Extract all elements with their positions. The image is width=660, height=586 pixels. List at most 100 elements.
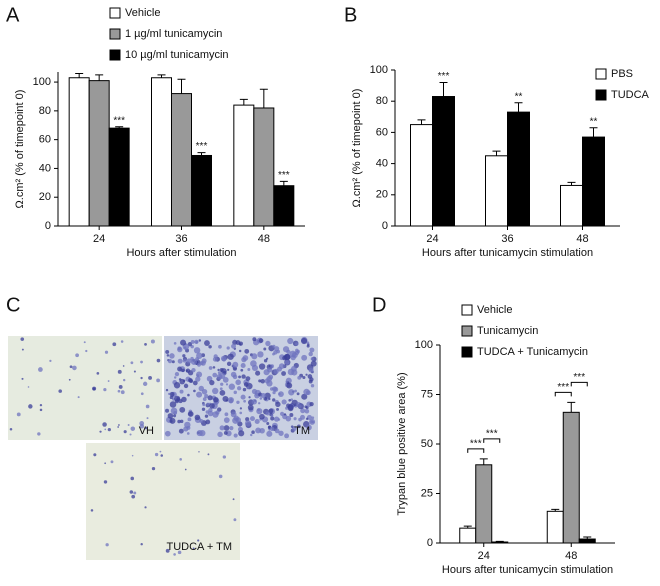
stain-dot	[297, 404, 302, 408]
legend-swatch	[109, 28, 121, 40]
stain-dot	[266, 367, 273, 373]
stain-dot	[260, 392, 266, 399]
stain-dot	[103, 387, 107, 392]
stain-dot	[140, 360, 143, 364]
stain-dot	[174, 371, 180, 377]
stain-dot	[277, 418, 281, 421]
stain-dot	[265, 357, 269, 360]
legend-label: PBS	[611, 68, 633, 80]
stain-dot	[196, 352, 203, 359]
stain-dot	[169, 417, 176, 424]
stain-dot	[305, 373, 308, 376]
stain-dot	[302, 375, 306, 380]
stain-dot	[118, 385, 123, 389]
stain-dot	[222, 377, 229, 383]
stain-dot	[165, 349, 170, 354]
bar	[410, 124, 433, 227]
stain-dot	[281, 371, 286, 376]
stain-dot	[223, 417, 230, 424]
y-tick-label: 25	[421, 487, 433, 499]
stain-dot	[148, 375, 152, 380]
stain-dot	[186, 358, 192, 364]
stain-dot	[240, 368, 244, 372]
stain-dot	[165, 408, 170, 413]
stain-dot	[304, 408, 310, 414]
stain-dot	[270, 414, 274, 417]
stain-dot	[266, 430, 273, 437]
stain-dot	[169, 401, 177, 408]
stain-dot	[140, 543, 143, 546]
stain-dot	[205, 410, 210, 414]
stain-dot	[107, 427, 111, 432]
stain-dot	[231, 343, 236, 349]
legend-label: Vehicle	[125, 7, 160, 19]
stain-dot	[198, 339, 202, 342]
stain-dot	[184, 421, 191, 429]
stain-dot	[224, 412, 229, 417]
y-tick-label: 40	[39, 162, 51, 174]
y-tick-label: 60	[39, 134, 51, 146]
bar	[582, 136, 605, 227]
stain-dot	[309, 347, 315, 353]
bar	[578, 538, 596, 544]
stain-dot	[235, 417, 241, 423]
significance: **	[515, 91, 523, 102]
stain-dot	[246, 386, 250, 390]
stain-dot	[169, 353, 175, 359]
stain-dot	[219, 372, 226, 379]
stain-dot	[300, 408, 306, 414]
y-tick-label: 75	[421, 388, 433, 400]
stain-dot	[206, 402, 210, 406]
stain-dot	[301, 337, 308, 345]
stain-dot	[276, 407, 280, 411]
error-bar	[157, 74, 166, 78]
stain-dot	[265, 340, 271, 347]
stain-dot	[264, 378, 271, 384]
stain-dot	[275, 401, 281, 408]
stain-dot	[295, 342, 299, 346]
bar	[68, 77, 90, 227]
panel-label: D	[372, 294, 386, 316]
stain-dot	[272, 386, 278, 392]
y-tick-label: 20	[39, 191, 51, 203]
stain-dot	[85, 349, 88, 353]
stain-dot	[49, 359, 52, 362]
stain-dot	[72, 365, 77, 371]
error-bar	[567, 401, 576, 413]
error-bar	[239, 98, 248, 106]
stain-dot	[123, 430, 127, 434]
stain-dot	[232, 361, 239, 368]
stain-dot	[58, 389, 63, 393]
stain-dot	[21, 348, 24, 351]
stain-dot	[192, 547, 195, 550]
stain-dot	[177, 346, 182, 351]
stain-dot	[273, 416, 280, 422]
bar	[562, 411, 580, 544]
stain-dot	[308, 367, 314, 373]
stain-dot	[104, 462, 107, 465]
stain-dot	[187, 417, 192, 422]
stain-dot	[217, 368, 220, 372]
micrographs	[8, 336, 318, 560]
stain-dot	[254, 418, 260, 425]
bar	[108, 127, 130, 227]
stain-dot	[209, 403, 215, 409]
stain-dot	[167, 413, 174, 419]
significance: ***	[438, 71, 450, 82]
micrograph	[8, 336, 162, 440]
stain-dot	[197, 362, 201, 367]
legend-label: 1 µg/ml tunicamycin	[125, 28, 222, 40]
stain-dot	[212, 372, 218, 378]
panel-label: B	[344, 4, 357, 26]
micrograph-label: TM	[294, 425, 310, 437]
legend-label: Vehicle	[477, 304, 512, 316]
x-tick-label: 36	[175, 233, 187, 245]
stain-dot	[223, 431, 228, 435]
stain-dot	[179, 406, 186, 413]
stain-dot	[208, 345, 212, 349]
stain-dot	[227, 353, 234, 360]
stain-dot	[263, 347, 267, 351]
stain-dot	[236, 400, 240, 404]
bar	[475, 464, 493, 544]
stain-dot	[193, 347, 201, 354]
